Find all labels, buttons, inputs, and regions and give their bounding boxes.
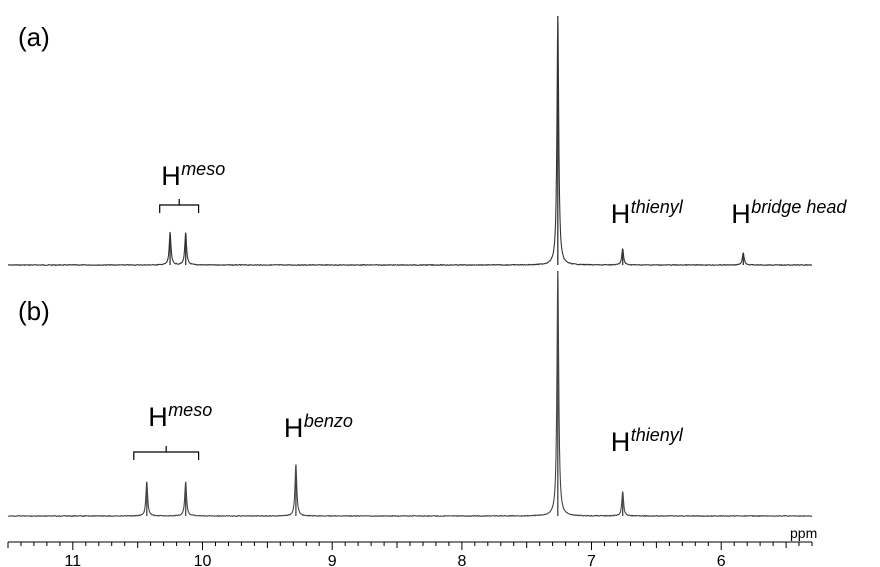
peak-annotation-superscript: bridge head bbox=[751, 197, 847, 217]
spectrum-trace bbox=[7, 21, 813, 266]
peak-annotation: H bbox=[284, 413, 304, 443]
panel-label-a: (a) bbox=[18, 22, 50, 52]
panel-label-b: (b) bbox=[18, 296, 50, 326]
peak-annotation-superscript: meso bbox=[168, 400, 212, 420]
x-tick-label: 10 bbox=[194, 553, 212, 567]
peak-annotation-superscript: meso bbox=[181, 159, 225, 179]
peak-annotation: H bbox=[161, 161, 181, 191]
x-tick-label: 6 bbox=[717, 553, 726, 567]
peak-annotation: H bbox=[611, 427, 631, 457]
peak-annotation: H bbox=[148, 402, 168, 432]
x-tick-label: 11 bbox=[64, 553, 81, 567]
peak-annotation-superscript: benzo bbox=[304, 411, 353, 431]
x-tick-label: 8 bbox=[457, 553, 466, 567]
x-tick-label: 9 bbox=[328, 553, 337, 567]
peak-annotation: H bbox=[611, 199, 631, 229]
peak-annotation-superscript: thienyl bbox=[631, 197, 684, 217]
x-axis: ppm 11 10 9 8 7 6 bbox=[7, 525, 817, 567]
peak-annotation: H bbox=[731, 199, 751, 229]
x-axis-unit-label: ppm bbox=[790, 525, 817, 541]
spectrum-trace bbox=[7, 276, 813, 517]
x-tick-label: 7 bbox=[587, 553, 596, 567]
peak-annotation-superscript: thienyl bbox=[631, 425, 684, 445]
peak-group-bracket bbox=[159, 199, 200, 213]
peak-group-bracket bbox=[133, 446, 200, 460]
